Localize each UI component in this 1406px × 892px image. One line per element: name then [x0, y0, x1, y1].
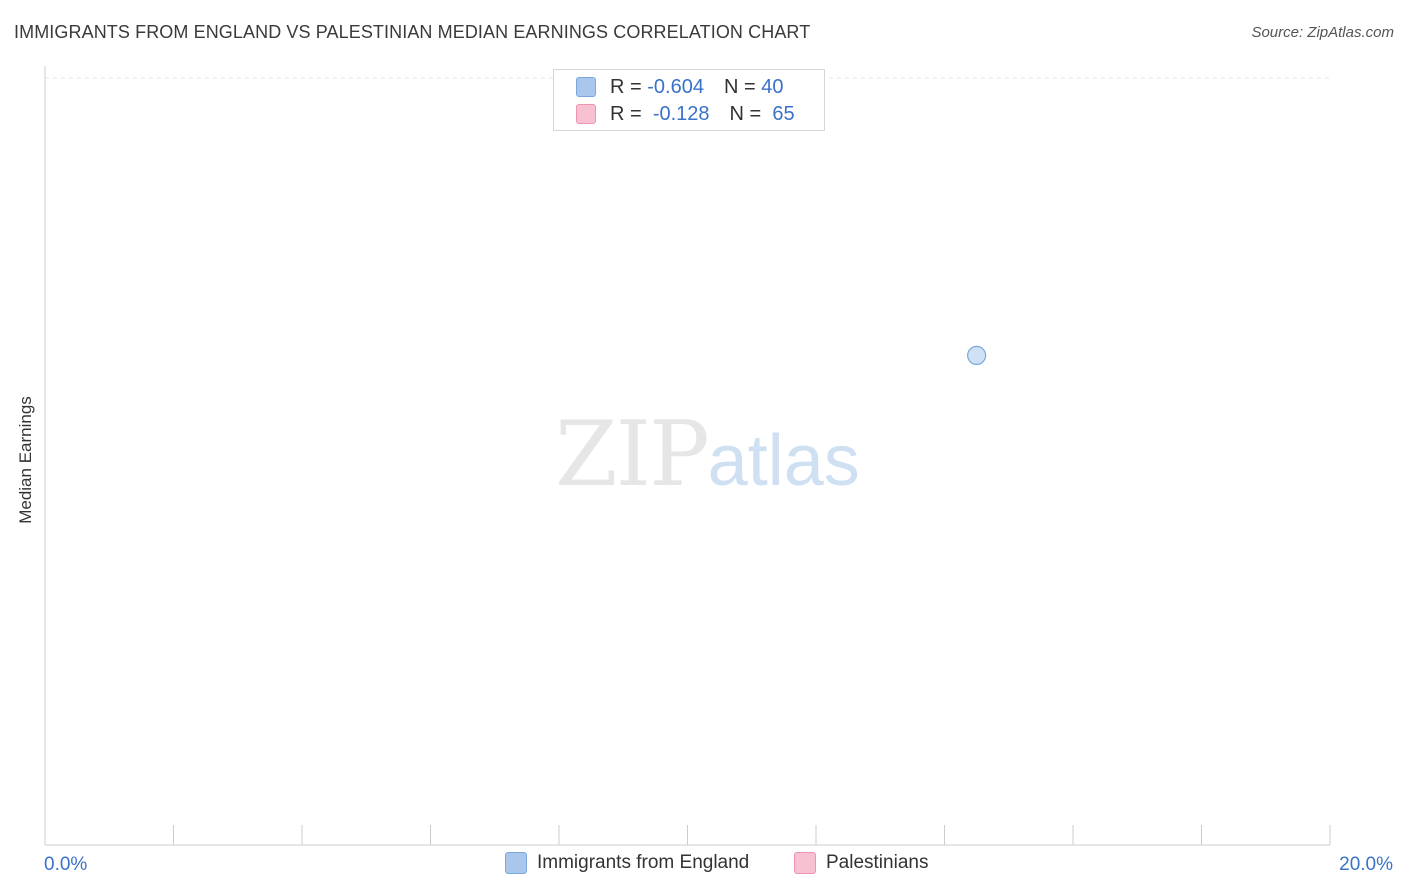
stats-legend: R = -0.604 N = 40 R = -0.128 N = 65 — [553, 69, 825, 131]
legend-item-england[interactable]: Immigrants from England — [505, 852, 749, 874]
legend-item-palestinians[interactable]: Palestinians — [794, 852, 928, 874]
watermark: ZIPatlas — [555, 402, 860, 507]
x-tick-label: 20.0% — [1339, 854, 1393, 875]
legend-label-england: Immigrants from England — [537, 852, 750, 873]
watermark-atlas: atlas — [707, 421, 860, 501]
palestinians-swatch — [576, 104, 596, 124]
data-point — [967, 345, 987, 365]
stats-row-england: R = -0.604 N = 40 — [576, 76, 783, 98]
n-value: 40 — [761, 75, 784, 98]
n-label: N = — [723, 75, 756, 98]
x-tick-label: 0.0% — [44, 854, 87, 875]
series-legend: Immigrants from England Palestinians — [0, 852, 1406, 876]
chart-title: IMMIGRANTS FROM ENGLAND VS PALESTINIAN M… — [14, 22, 811, 42]
legend-label-palestinians: Palestinians — [826, 852, 929, 873]
r-label: R = — [610, 75, 642, 98]
r-value: -0.128 — [652, 102, 710, 125]
n-value: 65 — [772, 102, 795, 125]
n-label: N = — [729, 102, 762, 125]
england-swatch — [576, 77, 596, 97]
r-label: R = — [610, 102, 642, 125]
r-value: -0.604 — [647, 75, 704, 98]
england-legend-swatch — [505, 852, 527, 874]
source-label: Source: ZipAtlas.com — [1251, 24, 1394, 41]
palestinians-legend-swatch — [794, 852, 816, 874]
stats-row-palestinians: R = -0.128 N = 65 — [576, 103, 795, 125]
y-axis-label: Median Earnings — [16, 396, 35, 524]
watermark-zip: ZIP — [555, 402, 710, 507]
